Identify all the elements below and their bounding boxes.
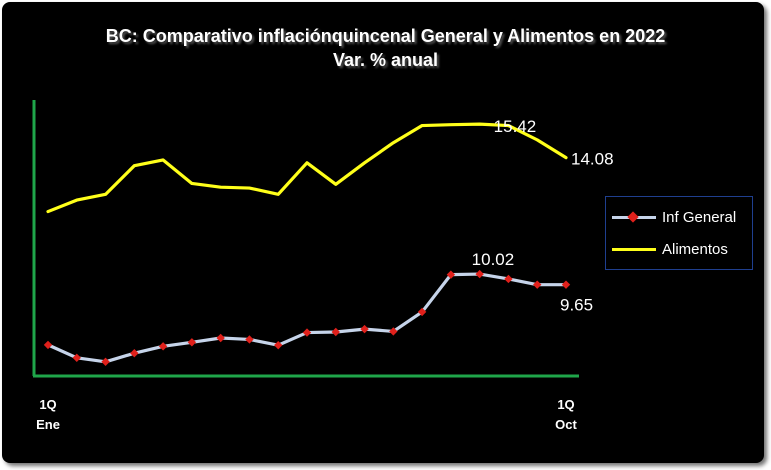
data-point-inf-general-10 (331, 327, 340, 337)
data-point-inf-general-15 (475, 269, 484, 279)
legend-label-alimentos: Alimentos (662, 240, 728, 258)
data-point-inf-general-11 (360, 324, 369, 334)
data-label-inf-general-15: 10.02 (472, 250, 515, 269)
data-point-inf-general-17 (533, 280, 542, 289)
data-point-inf-general-1 (72, 353, 81, 362)
data-label-inf-general-18: 9.65 (560, 296, 593, 315)
data-label-alimentos-18: 14.08 (571, 150, 614, 169)
legend-item-alimentos: Alimentos (612, 239, 728, 259)
chart-subtitle: Var. % anual (332, 50, 439, 70)
x-tick-label-1-line1: 1Q (557, 397, 574, 412)
data-point-inf-general-13 (417, 307, 427, 317)
data-point-inf-general-18 (561, 280, 571, 289)
legend-swatch-inf-general (612, 210, 656, 224)
legend: Inf General Alimentos (605, 196, 753, 270)
data-point-inf-general-9 (302, 328, 312, 337)
data-point-inf-general-0 (43, 340, 53, 350)
chart-title: BC: Comparativo inflaciónquincenal Gener… (105, 26, 666, 46)
data-point-inf-general-16 (504, 274, 513, 284)
data-label-alimentos-15: 15.42 (494, 117, 537, 136)
data-point-inf-general-12 (389, 327, 398, 336)
data-point-inf-general-5 (187, 338, 197, 347)
series-line-alimentos (46, 122, 568, 214)
data-point-inf-general-4 (158, 342, 168, 351)
legend-swatch-alimentos (612, 242, 656, 256)
data-point-inf-general-6 (216, 333, 225, 343)
legend-item-inf-general: Inf General (612, 207, 736, 227)
x-tick-label-0-line1: 1Q (39, 397, 56, 412)
legend-label-inf-general: Inf General (662, 208, 737, 226)
data-point-inf-general-7 (245, 335, 254, 344)
x-tick-label-0-line2: Ene (36, 417, 60, 432)
series-line-inf-general (46, 272, 568, 364)
data-point-inf-general-14 (446, 270, 456, 279)
data-point-inf-general-8 (274, 340, 283, 350)
data-point-inf-general-2 (101, 357, 110, 367)
data-point-inf-general-3 (130, 349, 139, 358)
x-tick-label-1-line2: Oct (555, 417, 577, 432)
